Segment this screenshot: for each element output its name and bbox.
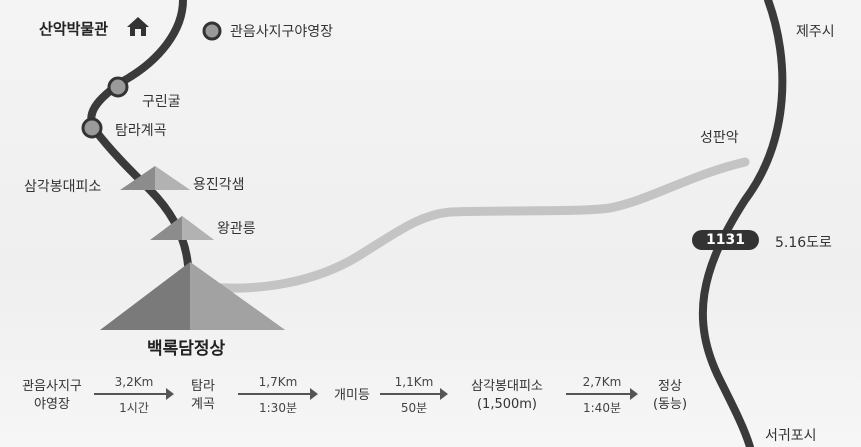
tamna-valley-marker bbox=[81, 117, 103, 139]
leg-time: 1:30분 bbox=[259, 401, 297, 415]
route-1131-badge: 1131 bbox=[692, 230, 759, 250]
leg-arrow: 1,7Km 1:30분 bbox=[238, 375, 318, 415]
stop-line1: 삼각봉대피소 bbox=[471, 379, 543, 394]
yongjin-gaksaem-label: 용진각샘 bbox=[193, 177, 245, 193]
museum-label: 산악박물관 bbox=[39, 20, 109, 38]
campsite-label: 관음사지구야영장 bbox=[230, 24, 334, 40]
seongpanak-label: 성판악 bbox=[700, 130, 739, 146]
leg-arrow: 2,7Km 1:40분 bbox=[566, 375, 638, 415]
samgak-shelter-label: 삼각봉대피소 bbox=[24, 179, 102, 195]
home-icon bbox=[127, 17, 149, 36]
leg-time: 1:40분 bbox=[583, 401, 621, 415]
stop-gaemideung: 개미등 bbox=[324, 387, 380, 405]
leg-distance: 2,7Km bbox=[582, 375, 622, 389]
arrow-right-icon bbox=[166, 388, 174, 400]
summit-label: 백록담정상 bbox=[147, 339, 226, 359]
road-516-label: 5.16도로 bbox=[775, 235, 832, 251]
stop-line1: 탐라 bbox=[191, 379, 215, 394]
arrow-right-icon bbox=[440, 388, 448, 400]
seogwipo-label: 서귀포시 bbox=[765, 428, 817, 444]
stop-samgak: 삼각봉대피소 (1,500m) bbox=[452, 378, 562, 414]
leg-distance: 3,2Km bbox=[114, 375, 154, 389]
leg-arrow: 3,2Km 1시간 bbox=[94, 375, 174, 415]
leg-time: 1시간 bbox=[119, 401, 149, 415]
seongpanak-trail bbox=[185, 157, 750, 293]
stop-line2: 계곡 bbox=[191, 397, 215, 412]
gurin-cave-marker bbox=[107, 76, 129, 98]
jeju-city-label: 제주시 bbox=[796, 24, 835, 40]
stop-line2: 야영장 bbox=[34, 397, 70, 412]
gurin-cave-label: 구린굴 bbox=[142, 94, 181, 110]
stop-summit: 정상 (동능) bbox=[642, 378, 698, 414]
stop-line1: 정상 bbox=[658, 379, 682, 394]
road-516 bbox=[698, 0, 787, 447]
leg-distance: 1,1Km bbox=[394, 375, 434, 389]
leg-time: 50분 bbox=[400, 401, 428, 415]
tamna-valley-label: 탐라계곡 bbox=[115, 123, 167, 139]
stop-campsite: 관음사지구 야영장 bbox=[12, 378, 92, 414]
arrow-right-icon bbox=[630, 388, 638, 400]
wanggwan-reung-label: 왕관릉 bbox=[217, 221, 256, 237]
stop-tamna: 탐라 계곡 bbox=[178, 378, 228, 414]
leg-arrow: 1,1Km 50분 bbox=[380, 375, 448, 415]
stop-line1: 관음사지구 bbox=[22, 379, 82, 394]
arrow-right-icon bbox=[310, 388, 318, 400]
stop-line2: (1,500m) bbox=[476, 397, 538, 412]
stop-line2: (동능) bbox=[652, 397, 688, 412]
stop-line1: 개미등 bbox=[334, 388, 370, 403]
campsite-legend-marker bbox=[202, 21, 222, 41]
leg-distance: 1,7Km bbox=[258, 375, 298, 389]
